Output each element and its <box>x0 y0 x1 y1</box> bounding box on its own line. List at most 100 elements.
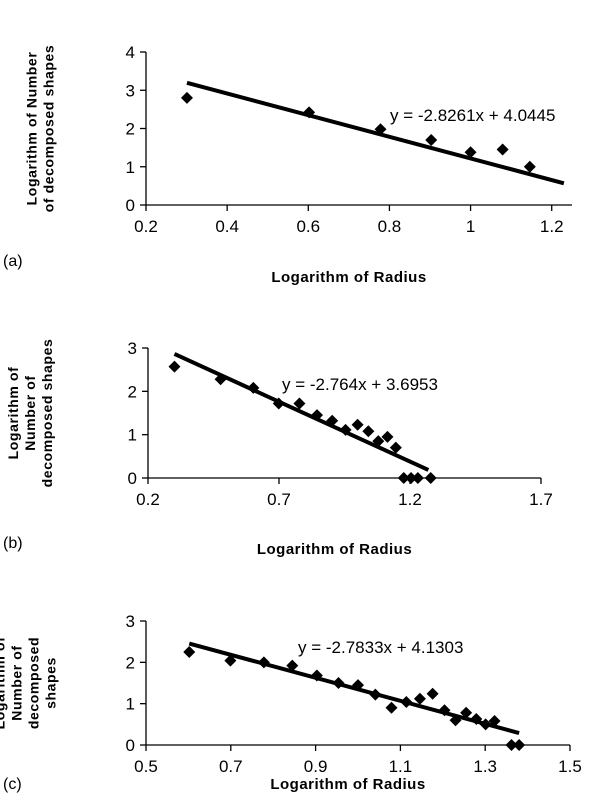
y-tick-label: 3 <box>126 612 135 631</box>
data-point <box>400 696 413 709</box>
y-axis-label-line: Number of <box>9 645 25 720</box>
trendline <box>186 80 565 186</box>
x-axis-label: Logarithm of Radius <box>271 269 426 286</box>
x-tick-label: 0.5 <box>134 757 158 776</box>
data-point <box>168 360 181 373</box>
y-tick-label: 2 <box>128 382 137 401</box>
trendline-equation: y = -2.764x + 3.6953 <box>282 375 438 394</box>
data-point <box>505 739 518 751</box>
x-tick-label: 0.4 <box>215 217 239 236</box>
data-point <box>214 373 227 386</box>
x-tick-label: 1.2 <box>540 217 564 236</box>
y-tick-label: 3 <box>126 81 135 100</box>
data-point <box>385 701 398 714</box>
y-tick-label: 4 <box>126 43 135 62</box>
y-tick-label: 1 <box>126 158 135 177</box>
data-point <box>425 133 438 146</box>
y-tick-label: 1 <box>128 426 137 445</box>
data-point <box>183 646 196 658</box>
panel-label: (b) <box>3 535 23 552</box>
data-point <box>326 414 339 427</box>
data-point <box>351 418 364 431</box>
data-point <box>272 397 285 410</box>
y-axis-label-line: shapes <box>43 657 59 709</box>
data-point <box>286 659 299 672</box>
data-point <box>352 679 364 692</box>
data-point <box>523 160 536 173</box>
y-axis-label: Logarithm ofNumber ofdecomposedshapes <box>0 637 59 730</box>
data-point <box>488 715 501 728</box>
data-point <box>389 441 402 454</box>
data-point <box>438 704 451 717</box>
data-point <box>362 425 375 438</box>
data-point <box>397 472 410 484</box>
data-point <box>479 718 492 731</box>
x-tick-label: 1.3 <box>473 757 497 776</box>
data-point <box>247 381 260 394</box>
x-tick-label: 1.2 <box>398 490 422 509</box>
trendline-equation: y = -2.8261x + 4.0445 <box>390 106 555 125</box>
x-tick-label: 0.7 <box>267 490 291 509</box>
data-point <box>405 472 418 484</box>
y-tick-label: 1 <box>126 695 135 714</box>
data-point <box>310 409 323 422</box>
data-point <box>332 677 345 689</box>
x-tick-label: 1.7 <box>529 490 553 509</box>
chart-panel-1: 0 1 2 3 4 0.2 0.4 0.6 0.8 1 1.2 y = -2.8261x + 4.04… <box>3 43 572 286</box>
x-tick-label: 0.8 <box>378 217 402 236</box>
data-point <box>424 472 437 484</box>
trendline <box>188 641 520 735</box>
x-tick-label: 0.6 <box>296 217 320 236</box>
x-tick-label: 1.1 <box>389 757 413 776</box>
y-axis-label: Logarithm ofNumber ofdecomposed shapes <box>5 339 55 488</box>
x-tick-label: 1.5 <box>558 757 582 776</box>
trendline-equation: y = -2.7833x + 4.1303 <box>298 638 463 657</box>
x-tick-label: 0.7 <box>219 757 243 776</box>
y-tick-label: 2 <box>126 120 135 139</box>
x-tick-label: 0.2 <box>134 217 158 236</box>
data-point <box>413 692 426 705</box>
chart-panel-2: 0 1 2 3 0.2 0.7 1.2 1.7 y = -2.764x + 3.6953 Loga… <box>3 339 553 558</box>
y-axis-label-line: Logarithm of <box>0 637 8 730</box>
y-axis-label-line: decomposed <box>26 637 42 729</box>
y-tick-label: 0 <box>128 469 137 488</box>
data-point <box>303 106 316 119</box>
data-point <box>411 472 424 484</box>
data-point <box>180 91 193 104</box>
y-tick-label: 3 <box>128 339 137 358</box>
data-point <box>449 714 462 727</box>
y-tick-label: 2 <box>126 653 135 672</box>
y-axis-label-line: Number of <box>22 375 38 450</box>
data-point <box>257 656 270 669</box>
trendline <box>173 352 430 472</box>
x-axis-label: Logarithm of Radius <box>257 541 412 558</box>
y-tick-label: 0 <box>126 736 135 755</box>
x-tick-label: 0.2 <box>136 490 160 509</box>
x-tick-label: 0.9 <box>304 757 328 776</box>
y-axis-label-line: of decomposed shapes <box>41 45 57 213</box>
y-axis-label-line: Logarithm of Number <box>24 52 40 206</box>
data-point <box>293 397 306 410</box>
x-axis-label: Logarithm of Radius <box>270 776 425 793</box>
data-point <box>310 669 323 682</box>
data-point <box>460 706 473 719</box>
data-point <box>224 654 237 667</box>
y-axis-label-line: Logarithm of <box>5 367 21 460</box>
y-axis-label: Logarithm of Numberof decomposed shapes <box>24 45 57 213</box>
data-point <box>374 123 387 136</box>
panel-label: (c) <box>3 776 22 793</box>
data-point <box>339 423 352 436</box>
data-point <box>426 687 439 700</box>
data-point <box>470 712 483 725</box>
data-point <box>369 688 382 701</box>
y-axis-label-line: decomposed shapes <box>39 339 55 488</box>
x-tick-label: 1 <box>466 217 475 236</box>
chart-panel-3: 0 1 2 3 0.5 0.7 0.9 1.1 1.3 1.5 y = -2.7833x + 4.1… <box>0 612 582 793</box>
data-point <box>496 143 509 156</box>
data-point <box>372 435 385 448</box>
data-point <box>464 146 477 159</box>
panel-label: (a) <box>3 253 23 270</box>
data-point <box>381 430 394 443</box>
data-point <box>513 739 526 751</box>
